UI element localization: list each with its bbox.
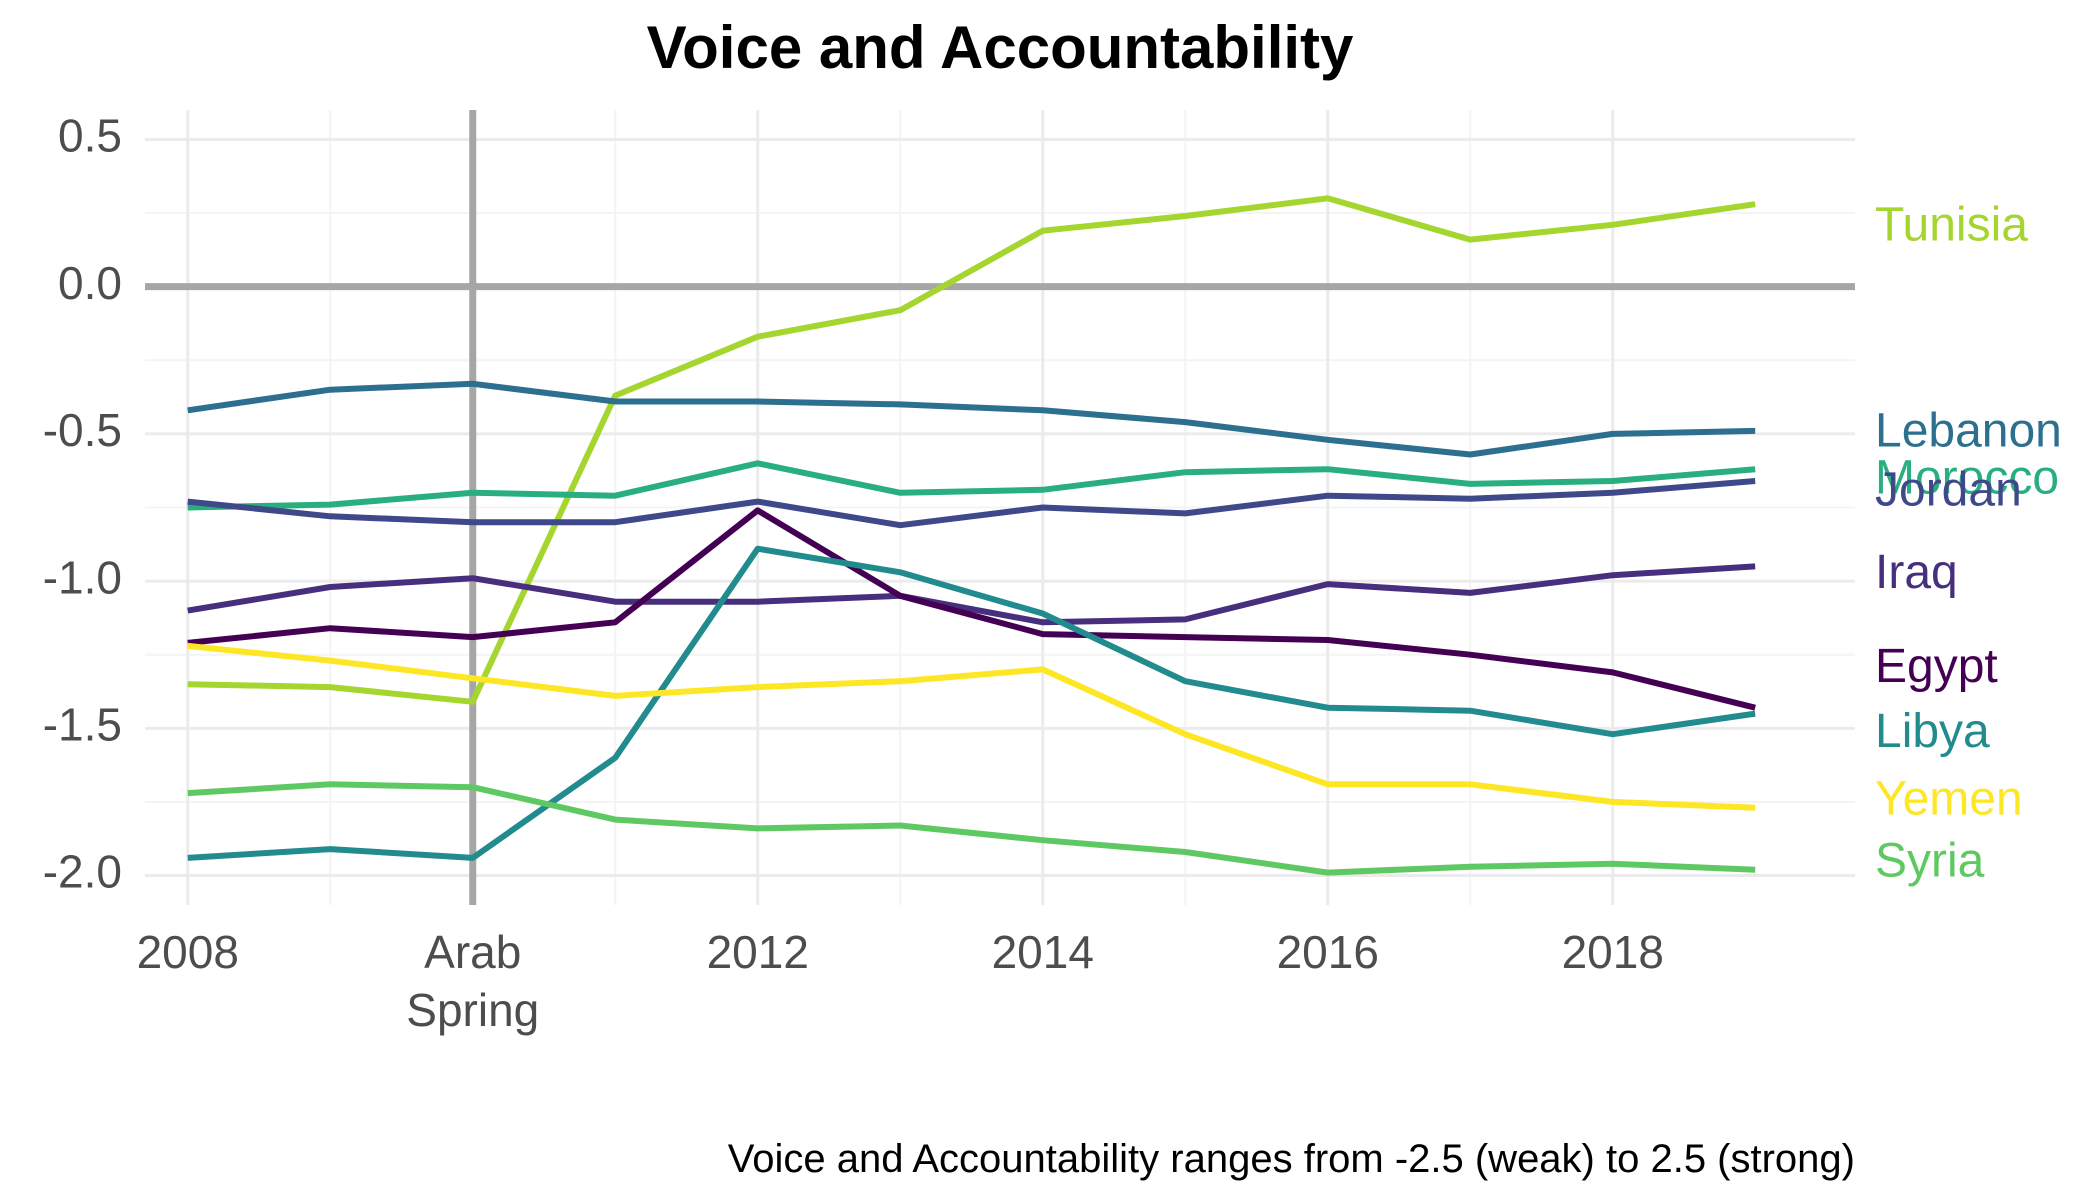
x-tick-label-line: Spring [406, 984, 539, 1036]
series-line-lebanon [187, 380, 1756, 458]
x-tick-label-line: 2012 [707, 926, 809, 978]
y-tick-label: 0.5 [58, 110, 122, 162]
series-label-yemen: Yemen [1875, 773, 2023, 826]
series-lines [187, 195, 1756, 876]
y-tick-label: -2.0 [43, 846, 122, 898]
series-line-iraq [187, 563, 1756, 626]
y-tick-label: -1.0 [43, 551, 122, 603]
series-label-tunisia: Tunisia [1875, 198, 2028, 251]
x-tick-label-line: 2016 [1277, 926, 1379, 978]
series-line-jordan [187, 478, 1756, 529]
chart-caption: Voice and Accountability ranges from -2.… [728, 1137, 1855, 1181]
x-tick-label: Arab Spring [406, 926, 539, 1036]
x-tick-label: 2018 [1562, 926, 1664, 978]
series-line-morocco [187, 460, 1756, 511]
x-tick-label-line: 2008 [137, 926, 239, 978]
x-tick-label: 2008 [137, 926, 239, 978]
x-tick-label-line: 2018 [1562, 926, 1664, 978]
x-tick-label-line: Arab [424, 926, 521, 978]
y-axis-tick-labels: 0.5 0.0 -0.5 -1.0 -1.5 -2.0 [43, 110, 122, 898]
series-line-tunisia [187, 195, 1756, 705]
series-label-syria: Syria [1875, 834, 1985, 887]
x-tick-label: 2016 [1277, 926, 1379, 978]
series-line-egypt [187, 507, 1756, 711]
x-axis-tick-labels: 2008 Arab Spring 2012 2014 2016 2018 [137, 926, 1664, 1036]
series-label-lebanon: Lebanon [1875, 405, 2062, 458]
series-label-libya: Libya [1875, 705, 1990, 758]
y-tick-label: 0.0 [58, 257, 122, 309]
series-label-egypt: Egypt [1875, 640, 1998, 693]
series-line-syria [187, 781, 1756, 876]
series-label-jordan: Jordan [1875, 463, 2022, 516]
series-label-morocco: Morocco [1875, 452, 2059, 505]
x-tick-label: 2014 [992, 926, 1094, 978]
x-tick-label: 2012 [707, 926, 809, 978]
reference-lines [145, 110, 1855, 905]
y-tick-label: -0.5 [43, 404, 122, 456]
y-tick-label: -1.5 [43, 698, 122, 750]
series-line-libya [187, 545, 1756, 861]
series-label-iraq: Iraq [1875, 546, 1958, 599]
x-tick-label-line: 2014 [992, 926, 1094, 978]
series-line-yemen [187, 642, 1756, 811]
chart-title: Voice and Accountability [647, 14, 1354, 81]
